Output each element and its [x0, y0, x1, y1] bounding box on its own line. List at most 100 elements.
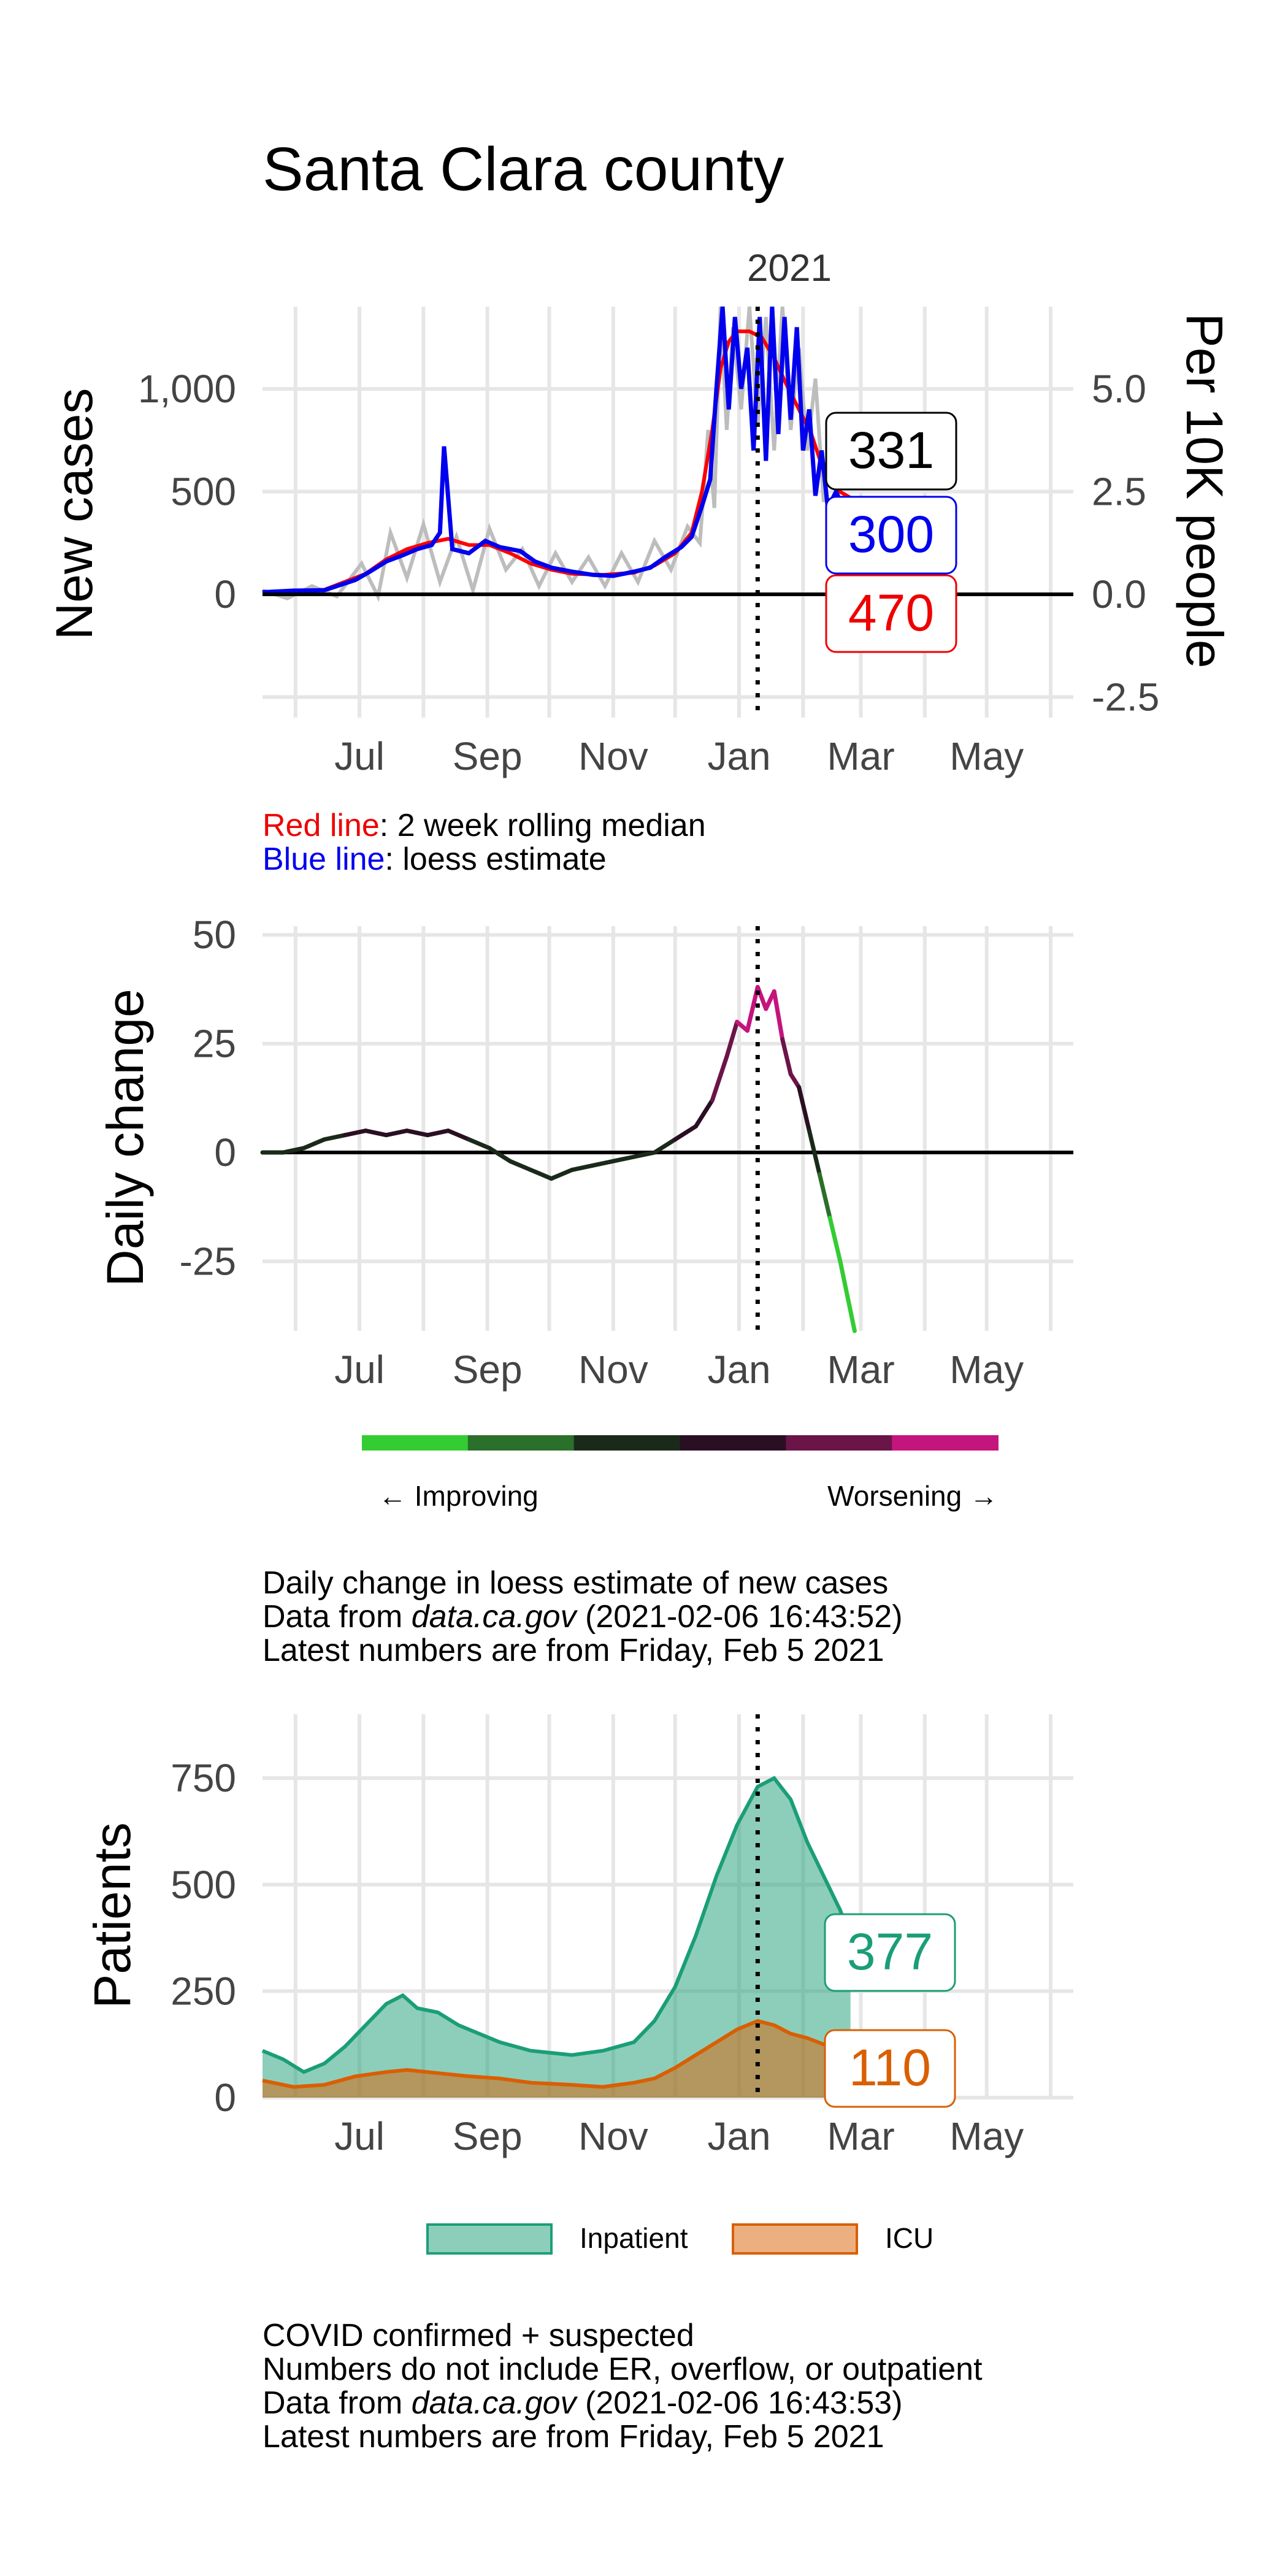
legend-label-icu: ICU	[885, 2222, 933, 2254]
y-tick-label: 25	[193, 1022, 236, 1066]
x-tick-label: May	[949, 2114, 1024, 2158]
daily-change-segment	[343, 1129, 368, 1138]
label-inpatient-value: 377	[847, 1923, 933, 1980]
daily-change-segment	[281, 1146, 306, 1155]
change-color-scale	[362, 1435, 999, 1451]
y-tick-label: 0	[214, 1130, 236, 1175]
x-tick-label: Mar	[827, 734, 894, 778]
daily-change-segment	[724, 1019, 740, 1059]
patients-y-title: Patients	[83, 1822, 141, 2009]
y2-tick-label: 2.5	[1092, 470, 1146, 514]
daily-change-x-ticks: Jul Sep Nov Jan Mar May	[334, 1347, 1024, 1392]
worsening-label: Worsening →	[827, 1480, 998, 1512]
daily-change-segment	[611, 1154, 636, 1163]
daily-change-grid	[263, 926, 1073, 1331]
daily-change-segment	[487, 1146, 513, 1163]
improving-label: ← Improving	[378, 1480, 539, 1512]
caption-line-1: Daily change in loess estimate of new ca…	[263, 1565, 888, 1601]
legend: Inpatient ICU	[426, 2222, 933, 2255]
per-10k-y-ticks: -2.5 0.0 2.5 5.0	[1092, 367, 1159, 719]
daily-change-segment	[466, 1137, 492, 1151]
daily-change-segment	[363, 1129, 389, 1138]
label-icu-latest: 110	[824, 2029, 956, 2108]
legend-label-inpatient: Inpatient	[580, 2222, 688, 2254]
label-icu-value: 110	[849, 2039, 931, 2096]
scale-swatch	[892, 1435, 999, 1451]
y-tick-label: 0	[214, 2076, 236, 2120]
chart-title: Santa Clara county	[263, 135, 784, 204]
daily-change-segment	[425, 1129, 451, 1138]
scale-swatch	[680, 1435, 787, 1451]
caption-line-1: COVID confirmed + suspected	[263, 2318, 694, 2353]
series-loess-estimate	[262, 306, 853, 595]
daily-change-segment	[631, 1150, 657, 1159]
daily-change-segment	[508, 1159, 533, 1172]
patients-y-ticks: 0 250 500 750	[171, 1756, 236, 2120]
x-tick-label: Nov	[578, 1347, 648, 1392]
daily-change-segment	[301, 1137, 327, 1151]
label-raw-latest: 331	[825, 412, 957, 491]
daily-change-segment	[807, 1129, 822, 1177]
x-tick-label: Nov	[578, 2114, 648, 2158]
daily-change-segment	[528, 1167, 554, 1181]
x-tick-label: Jan	[707, 734, 770, 778]
label-raw-value: 331	[848, 421, 934, 479]
y2-tick-label: -2.5	[1092, 675, 1159, 719]
line-icu	[262, 2018, 851, 2089]
label-loess-value: 300	[848, 505, 934, 563]
new-cases-panel: 0 500 1,000 -2.5 0.0 2.5 5.0 Jul Sep Nov Jan Mar M…	[45, 247, 1233, 877]
daily-change-segment	[652, 1137, 678, 1155]
year-label: 2021	[747, 247, 832, 289]
daily-change-segment	[797, 1085, 811, 1133]
x-tick-label: Mar	[827, 1347, 894, 1392]
x-tick-label: Jan	[707, 1347, 770, 1392]
x-tick-label: Sep	[453, 1347, 523, 1392]
legend-swatch-icu	[732, 2223, 858, 2255]
patients-series	[261, 1776, 853, 2098]
daily-change-y-ticks: -25 0 25 50	[180, 913, 237, 1283]
daily-change-panel: -25 0 25 50 Jul Sep Nov Jan Mar May Daily change…	[96, 913, 1073, 1668]
x-tick-label: Sep	[453, 734, 523, 778]
daily-change-segment	[772, 989, 785, 1042]
daily-change-y-title: Daily change	[96, 989, 154, 1287]
label-median-value: 470	[848, 584, 934, 642]
y-tick-label: 500	[171, 1863, 236, 1907]
area-icu	[263, 2021, 851, 2098]
caption-red-line: Red line: 2 week rolling median	[263, 808, 706, 843]
caption-line-2: Data from data.ca.gov (2021-02-06 16:43:…	[263, 1599, 903, 1635]
daily-change-segment	[838, 1259, 857, 1333]
x-tick-label: May	[949, 1347, 1024, 1392]
daily-change-segment	[788, 1071, 802, 1090]
caption-blue-line: Blue line: loess estimate	[263, 841, 607, 877]
patients-x-ticks: Jul Sep Nov Jan Mar May	[334, 2114, 1024, 2158]
label-median-latest: 470	[825, 574, 957, 653]
daily-change-segment	[710, 1054, 729, 1103]
label-inpatient-latest: 377	[824, 1913, 956, 1992]
legend-swatch-inpatient	[426, 2223, 553, 2255]
caption-line-3: Latest numbers are from Friday, Feb 5 20…	[263, 1633, 884, 1668]
x-tick-label: Mar	[827, 2114, 894, 2158]
daily-change-segment	[693, 1098, 715, 1129]
x-tick-label: Jan	[707, 2114, 770, 2158]
daily-change-segment	[780, 1037, 793, 1076]
y2-tick-label: 5.0	[1092, 367, 1146, 411]
area-inpatient	[263, 1778, 851, 2098]
x-tick-label: Sep	[453, 2114, 523, 2158]
patients-panel: 0 250 500 750 Jul Sep Nov Jan Mar May Patients 3…	[83, 1714, 1073, 2455]
x-tick-label: May	[949, 734, 1024, 778]
x-tick-label: Jul	[334, 2114, 385, 2158]
x-tick-label: Jul	[334, 1347, 385, 1392]
new-cases-y-title: New cases	[45, 388, 103, 640]
y-tick-label: 250	[171, 1969, 236, 2013]
daily-change-segment	[384, 1129, 409, 1138]
x-tick-label: Nov	[578, 734, 648, 778]
x-tick-label: Jul	[334, 734, 385, 778]
daily-change-segment	[817, 1172, 832, 1220]
daily-change-series	[260, 984, 857, 1333]
daily-change-segment	[549, 1167, 575, 1181]
caption-line-2: Numbers do not include ER, overflow, or …	[263, 2352, 983, 2387]
scale-swatch	[362, 1435, 469, 1451]
y-tick-label: 500	[171, 470, 236, 514]
new-cases-series	[262, 306, 853, 602]
